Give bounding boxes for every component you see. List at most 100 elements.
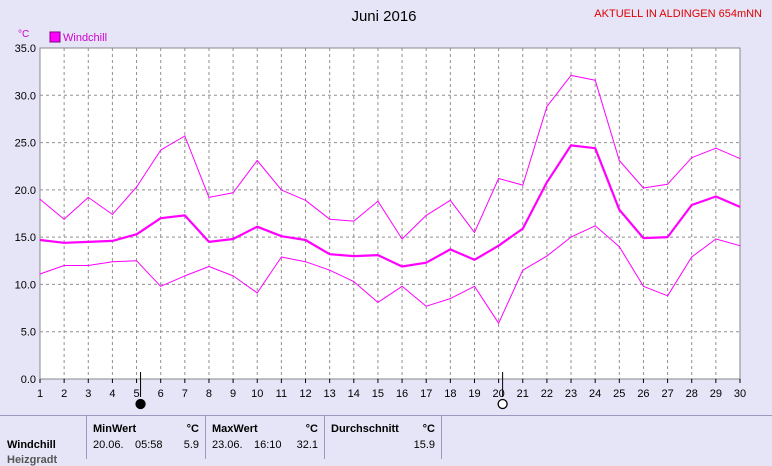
x-tick-label: 3 (85, 388, 91, 400)
y-unit-label: °C (18, 29, 29, 40)
chart-title: Juni 2016 (351, 8, 416, 25)
data-point-avg (570, 144, 572, 147)
legend-label: Windchill (63, 32, 107, 44)
data-point-max (594, 79, 596, 81)
data-point-avg (498, 245, 500, 247)
x-tick-label: 30 (734, 388, 746, 400)
min-value: 5.9 (183, 439, 199, 451)
x-tick-label: 28 (686, 388, 698, 400)
y-tick-label: 15.0 (15, 232, 36, 244)
data-point-min (329, 269, 331, 271)
x-tick-label: 5 (133, 388, 139, 400)
max-stat-box: MaxWert °C 23.06. 16:10 32.1 (206, 416, 325, 459)
data-point-max (232, 192, 234, 194)
min-unit: °C (186, 423, 199, 435)
data-point-min (449, 298, 451, 300)
new-moon-icon (135, 398, 146, 410)
data-point-min (304, 261, 307, 263)
data-point-min (232, 275, 234, 277)
data-point-max (449, 199, 451, 201)
data-point-max (304, 199, 307, 201)
data-point-max (473, 231, 476, 234)
x-tick-label: 27 (661, 388, 673, 400)
data-point-max (377, 200, 379, 202)
legend: Windchill (49, 31, 107, 44)
data-point-avg (135, 233, 138, 235)
data-point-min (691, 256, 693, 258)
avg-head: Durchschnitt (331, 423, 399, 435)
y-tick-label: 25.0 (15, 138, 36, 150)
data-point-max (353, 220, 355, 222)
data-point-min (498, 322, 500, 324)
x-tick-label: 16 (396, 388, 408, 400)
avg-stat-box: Durchschnitt °C 15.9 (325, 416, 442, 459)
data-point-max (63, 218, 65, 220)
data-point-min (256, 292, 258, 294)
data-point-max (739, 158, 741, 160)
data-point-max (160, 149, 162, 151)
series-line-max (39, 74, 741, 240)
data-point-avg (473, 259, 476, 261)
data-point-min (87, 264, 89, 267)
data-point-min (473, 285, 476, 287)
x-tick-label: 6 (158, 388, 164, 400)
x-tick-label: 9 (230, 388, 236, 400)
data-point-avg (666, 236, 669, 238)
data-point-max (208, 196, 210, 199)
data-point-avg (401, 265, 403, 268)
data-point-max (87, 196, 89, 199)
data-point-min (280, 256, 282, 258)
x-tick-label: 1 (37, 388, 43, 400)
data-point-min (546, 255, 548, 257)
data-point-max (691, 157, 693, 159)
data-point-min (739, 245, 741, 247)
data-point-min (353, 280, 355, 283)
data-point-max (425, 214, 427, 216)
data-point-avg (691, 204, 693, 206)
y-tick-label: 20.0 (15, 185, 36, 197)
max-date: 23.06. (212, 439, 243, 451)
data-point-max (39, 198, 41, 200)
data-point-min (111, 261, 114, 263)
data-point-min (39, 273, 41, 275)
data-point-avg (304, 239, 307, 241)
data-point-avg (642, 237, 645, 239)
x-tick-label: 26 (637, 388, 649, 400)
avg-unit: °C (422, 423, 435, 435)
series-line-avg (39, 144, 741, 268)
full-moon-icon (497, 398, 508, 410)
x-tick-label: 14 (348, 388, 360, 400)
min-head: MinWert (93, 423, 137, 435)
data-point-avg (353, 255, 355, 257)
axis-ticks: 0.05.010.015.020.025.030.035.01 2 3 4 5 6 7 8 9 1… (15, 43, 747, 400)
max-unit: °C (305, 423, 318, 435)
x-tick-label: 12 (299, 388, 311, 400)
data-point-min (570, 236, 572, 238)
data-point-avg (739, 206, 741, 208)
data-point-min (208, 265, 210, 268)
data-point-max (184, 135, 186, 137)
data-point-avg (715, 195, 717, 198)
x-tick-label: 13 (324, 388, 336, 400)
y-tick-label: 5.0 (21, 327, 36, 339)
x-tick-label: 21 (517, 388, 529, 400)
data-point-min (377, 301, 379, 303)
min-time: 05:58 (135, 439, 163, 451)
y-tick-label: 35.0 (15, 43, 36, 55)
data-point-min (618, 246, 620, 248)
data-point-max (642, 187, 645, 189)
data-point-avg (87, 241, 89, 243)
max-time: 16:10 (254, 439, 282, 451)
station-label: AKTUELL IN ALDINGEN 654mNN (594, 8, 762, 20)
stats-panel: Windchill Heizgradt MinWert °C 20.06. 05… (0, 415, 772, 466)
data-point-max (329, 218, 331, 220)
data-point-min (594, 225, 596, 227)
x-tick-label: 17 (420, 388, 432, 400)
data-point-avg (449, 248, 451, 251)
data-point-min (160, 285, 162, 287)
data-point-avg (280, 235, 282, 237)
x-tick-label: 22 (541, 388, 553, 400)
data-point-max (256, 159, 258, 162)
x-tick-label: 23 (565, 388, 577, 400)
data-point-avg (184, 214, 186, 216)
